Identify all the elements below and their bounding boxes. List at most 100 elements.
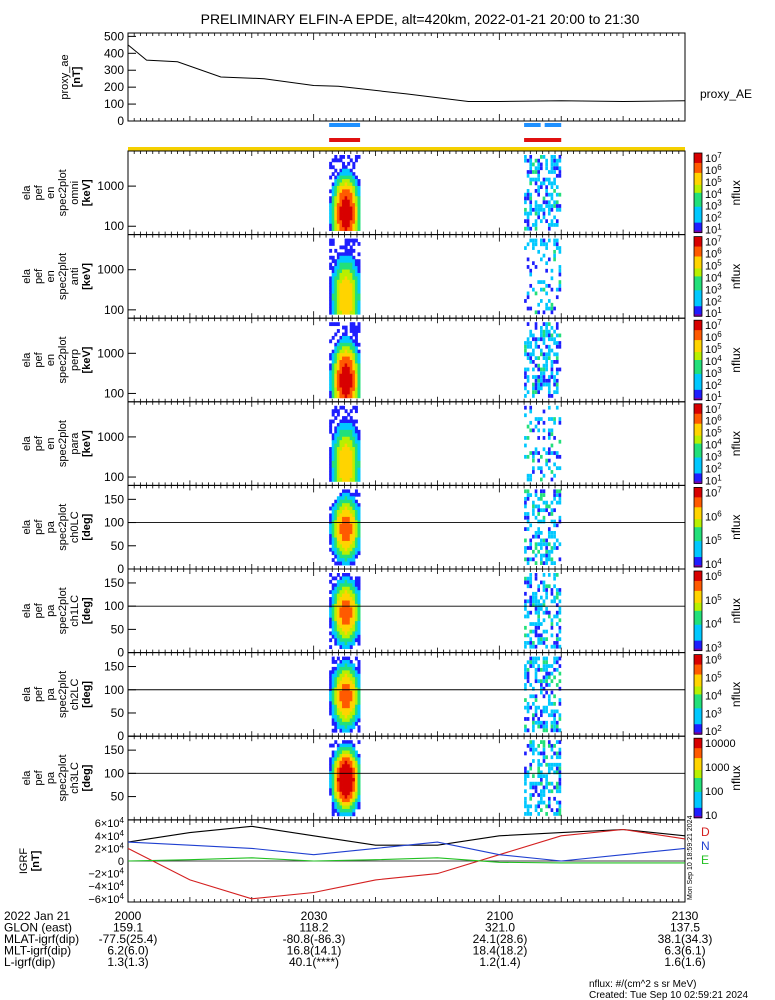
spec-pixel (331, 583, 335, 588)
colorbar-frame (693, 570, 703, 651)
spec-pixel (344, 583, 348, 588)
spec-pixel (553, 720, 556, 725)
spec-pixel (329, 453, 333, 458)
spec-pixel (329, 300, 333, 305)
spec-pixel (342, 791, 346, 796)
spec-pixel (524, 367, 527, 372)
spec-pixel (347, 704, 351, 709)
spec-pixel (336, 747, 340, 751)
spec-pixel (329, 477, 333, 482)
colorbar (694, 284, 702, 287)
spec-pixel (558, 367, 562, 372)
spec-pixel (342, 255, 346, 260)
spec-pixel (532, 591, 535, 596)
spec-pixel (540, 508, 543, 513)
spec-pixel (347, 743, 351, 748)
spec-pixel (334, 322, 338, 327)
spec-pixel (526, 527, 530, 531)
spec-pixel (524, 641, 527, 645)
spec-pixel (550, 530, 554, 535)
spec-pixel (344, 778, 348, 782)
spec-pixel (524, 717, 527, 721)
spec-pixel (334, 624, 338, 629)
spec-pixel (547, 238, 551, 243)
colorbar (694, 411, 702, 415)
colorbar-label: nflux (729, 682, 743, 707)
spec-pixel (547, 553, 551, 558)
spec-pixel (339, 513, 343, 518)
spec-pixel (545, 177, 548, 182)
spec-pixel (537, 417, 541, 421)
spec-pixel (331, 279, 335, 284)
spec-ytick-label: 1000 (97, 263, 124, 277)
spec-pixel (349, 767, 353, 772)
spec-pixel (339, 614, 343, 619)
colorbar (694, 656, 702, 660)
spec-pixel (336, 255, 340, 260)
spec-pixel (329, 223, 333, 228)
spec-pixel (352, 767, 356, 772)
spec-pixel (354, 457, 358, 462)
spec-pixel (537, 428, 541, 433)
spec-pixel (344, 802, 348, 806)
spec-pixel (529, 793, 533, 797)
spec-pixel (357, 213, 361, 218)
spec-pixel (545, 542, 548, 547)
spec-pixel (352, 579, 356, 584)
spec-pixel (540, 538, 543, 543)
spec-pixel (344, 206, 348, 211)
spec-frame (127, 484, 686, 570)
spec-pixel (524, 382, 527, 387)
spec-pixel (352, 537, 356, 542)
spec-pixel (344, 433, 348, 438)
spec-pixel (339, 185, 343, 190)
spec-pixel (344, 715, 348, 719)
spec-pixel (347, 366, 351, 371)
spec-pixel (537, 622, 541, 626)
spec-pixel (344, 743, 348, 748)
spec-pixel (553, 656, 556, 661)
spec-pixel (352, 516, 356, 521)
spec-ytick-label: 50 (111, 622, 125, 636)
spec-pixel (334, 471, 338, 475)
colorbar (694, 668, 702, 672)
spec-pixel (336, 373, 340, 378)
colorbar (694, 742, 702, 745)
spec-pixel (558, 770, 562, 775)
colorbar (694, 572, 702, 576)
spec-pixel (339, 802, 343, 806)
spec-pixel (526, 337, 530, 342)
spec-pixel (357, 544, 361, 549)
spec-ylabel: spec2plot (57, 336, 69, 383)
spec-pixel (344, 283, 348, 288)
spec-pixel (344, 757, 348, 762)
spec-frame (127, 568, 686, 654)
spec-pixel (553, 694, 556, 699)
spec-pixel (342, 373, 346, 378)
spec-pixel (357, 269, 361, 274)
colorbar (694, 358, 702, 361)
spec-pixel (344, 419, 348, 424)
spec-pixel (334, 175, 338, 180)
spec-pixel (331, 387, 335, 392)
spec-pixel (524, 219, 527, 224)
spec-pixel (352, 242, 356, 246)
spec-pixel (342, 496, 346, 501)
spec-pixel (558, 466, 562, 471)
spec-pixel (354, 621, 358, 625)
spec-pixel (331, 614, 335, 619)
spec-pixel (354, 276, 358, 281)
spec-pixel (354, 690, 358, 695)
spec-pixel (540, 683, 543, 687)
colorbar (694, 576, 702, 580)
spec-pixel (537, 762, 541, 767)
colorbar-tick: 107 (705, 485, 722, 499)
spec-pixel (354, 593, 358, 598)
spec-pixel (331, 213, 335, 218)
spec-pixel (352, 471, 356, 475)
spec-pixel (545, 690, 548, 695)
spec-pixel (357, 614, 361, 619)
spec-pixel (357, 597, 361, 601)
spec-pixel (529, 576, 533, 581)
spec-pixel (334, 346, 338, 351)
